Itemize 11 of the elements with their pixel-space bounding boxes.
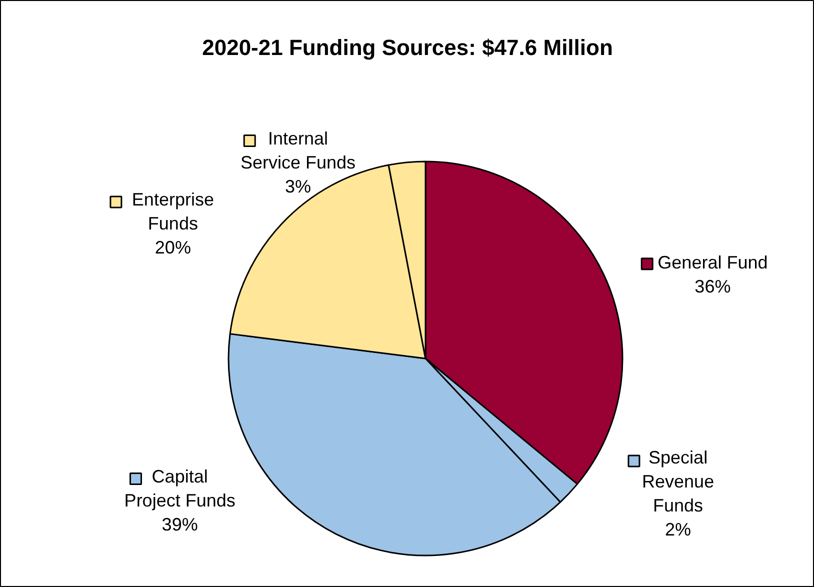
chart-title: 2020-21 Funding Sources: $47.6 Million (202, 35, 613, 60)
data-label: 2% (665, 519, 692, 540)
data-label: 39% (162, 514, 198, 534)
legend-label: Capital Project Funds (124, 466, 236, 510)
legend-label: Internal Service Funds (240, 128, 356, 172)
data-label: 36% (694, 276, 731, 297)
legend-label: Special Revenue Funds (642, 447, 714, 516)
legend-label: General Fund (658, 252, 768, 273)
data-label: 3% (285, 176, 312, 196)
data-label: 20% (154, 238, 191, 258)
legend-label: Enterprise Funds (132, 190, 214, 234)
